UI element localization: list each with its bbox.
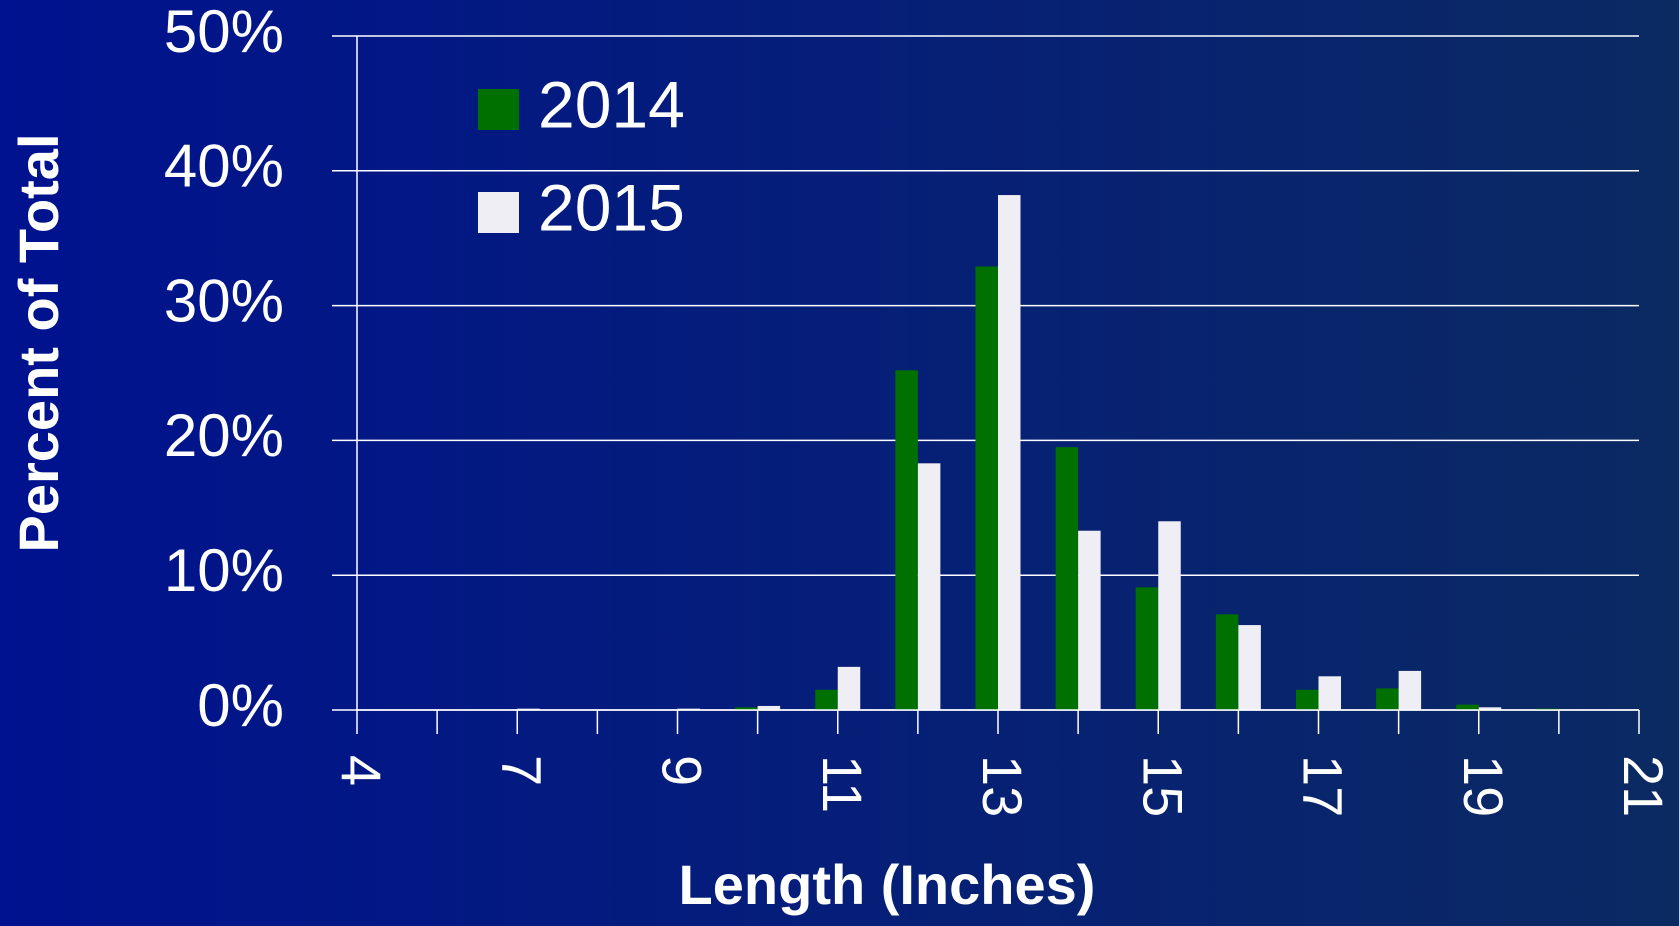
bar xyxy=(1318,676,1341,710)
x-tick-label: 4 xyxy=(330,755,393,786)
bar xyxy=(757,705,781,710)
legend-label: 2014 xyxy=(538,67,685,141)
bar xyxy=(975,266,998,710)
x-tick-label: 9 xyxy=(651,755,714,786)
bar xyxy=(815,689,838,710)
bar xyxy=(1456,704,1479,710)
bar xyxy=(837,666,861,710)
x-tick-label: 15 xyxy=(1131,755,1194,817)
bar xyxy=(998,195,1021,711)
legend-label: 2015 xyxy=(538,170,685,244)
bar xyxy=(1135,587,1159,710)
bar xyxy=(1478,707,1502,710)
x-tick-label: 17 xyxy=(1292,755,1355,817)
bar xyxy=(1078,530,1101,710)
legend-swatch xyxy=(478,192,519,233)
bar xyxy=(1296,689,1319,710)
bar xyxy=(895,370,918,710)
bar xyxy=(1158,521,1181,710)
x-tick-label: 11 xyxy=(811,755,874,813)
x-tick-label: 13 xyxy=(971,755,1034,817)
x-tick-label: 21 xyxy=(1612,755,1675,817)
legend-swatch xyxy=(478,89,519,130)
y-tick-label: 20% xyxy=(164,402,284,469)
y-axis-title: Percent of Total xyxy=(7,133,70,552)
x-tick-label: 19 xyxy=(1452,755,1515,817)
y-tick-label: 30% xyxy=(164,267,284,334)
y-tick-label: 40% xyxy=(164,133,284,200)
bar xyxy=(917,463,941,710)
bar xyxy=(735,707,758,710)
bar xyxy=(1376,688,1399,710)
y-tick-label: 10% xyxy=(164,537,284,604)
x-tick-label: 7 xyxy=(490,755,553,786)
bar xyxy=(1238,625,1261,710)
bar xyxy=(1215,614,1239,710)
y-tick-label: 0% xyxy=(197,672,284,739)
bar xyxy=(1055,447,1079,710)
y-tick-label: 50% xyxy=(164,0,284,65)
bar xyxy=(1398,670,1422,710)
x-axis-title: Length (Inches) xyxy=(679,853,1096,916)
